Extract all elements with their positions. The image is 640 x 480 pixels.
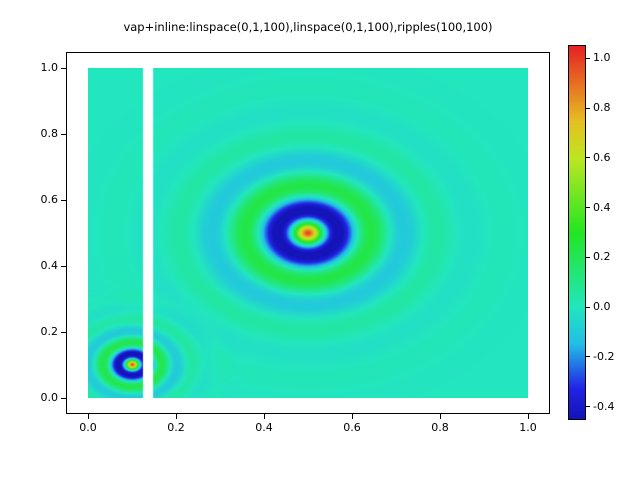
y-tick-label: 0.4 [40, 259, 59, 272]
x-tick-mark [263, 414, 265, 419]
colorbar-tick-mark [586, 306, 590, 308]
colorbar-tick-label: 0.6 [593, 150, 611, 164]
colorbar-tick-label: 0.8 [593, 101, 611, 115]
x-tick-label: 0.4 [255, 421, 273, 434]
y-tick-label: 0.6 [40, 193, 59, 206]
x-tick-mark [87, 414, 89, 419]
y-tick-mark [61, 133, 66, 135]
colorbar-tick-label: 0.2 [593, 250, 611, 264]
y-tick-label: 0.2 [40, 325, 59, 338]
colorbar-tick-label: -0.2 [593, 349, 615, 363]
colorbar-tick-label: -0.4 [593, 399, 615, 413]
x-tick-label: 0.6 [343, 421, 361, 434]
colorbar-tick-mark [586, 157, 590, 159]
colorbar-tick-mark [586, 406, 590, 408]
chart-title: vap+inline:linspace(0,1,100),linspace(0,… [123, 20, 493, 34]
y-tick-label: 0.0 [40, 391, 59, 404]
y-tick-mark [61, 265, 66, 267]
y-tick-mark [61, 199, 66, 201]
x-tick-mark [351, 414, 353, 419]
x-tick-label: 1.0 [519, 421, 537, 434]
colorbar-tick-mark [586, 207, 590, 209]
x-tick-mark [439, 414, 441, 419]
x-tick-label: 0.8 [431, 421, 449, 434]
colorbar-tick-mark [586, 256, 590, 258]
colorbar-tick-mark [586, 107, 590, 109]
colorbar-tick-mark [586, 57, 590, 59]
plot-frame [66, 52, 550, 414]
colorbar-tick-label: 1.0 [593, 51, 611, 65]
y-tick-label: 0.8 [40, 127, 59, 140]
y-tick-mark [61, 331, 66, 333]
heatmap-canvas [88, 68, 528, 398]
x-tick-label: 0.2 [167, 421, 185, 434]
y-tick-mark [61, 397, 66, 399]
colorbar-frame [568, 45, 586, 420]
colorbar-tick-label: 0.4 [593, 200, 611, 214]
x-tick-mark [175, 414, 177, 419]
colorbar-tick-mark [586, 356, 590, 358]
x-tick-mark [527, 414, 529, 419]
colorbar-gradient [569, 46, 585, 419]
y-tick-mark [61, 67, 66, 69]
x-tick-label: 0.0 [79, 421, 97, 434]
y-tick-label: 1.0 [40, 61, 59, 74]
colorbar-tick-label: 0.0 [593, 300, 611, 314]
